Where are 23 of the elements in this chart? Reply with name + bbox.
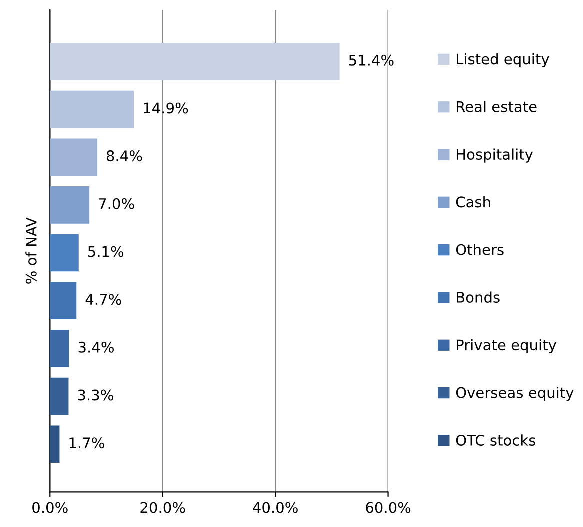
x-tick-label: 60.0% [366,502,411,514]
data-label: 1.7% [70,438,104,449]
data-label: 3.3% [78,390,114,401]
x-tick-label: 20.0% [140,502,186,514]
data-label: 8.4% [106,150,142,162]
legend-label: Private equity [457,339,556,354]
legend-label: OTC stocks [456,434,536,446]
legend-label: Hospitality [457,148,534,163]
y-axis-title: % of NAV [26,218,37,284]
data-label: 4.7% [86,294,122,306]
data-label: 7.0% [99,198,134,210]
legend-label: Others [456,244,504,256]
legend-label: Listed equity [457,53,550,68]
data-label: 5.1% [88,246,124,258]
data-label: 14.9% [144,102,188,114]
x-tick-label: 40.0% [253,502,298,514]
data-label: 3.4% [78,342,114,353]
legend-label: Overseas equity [456,387,574,402]
data-label: 51.4% [349,54,394,66]
legend-label: Cash [456,196,490,208]
x-tick-label: 0.0% [32,502,68,514]
legend-label: Real estate [457,101,537,112]
legend-label: Bonds [457,292,500,304]
